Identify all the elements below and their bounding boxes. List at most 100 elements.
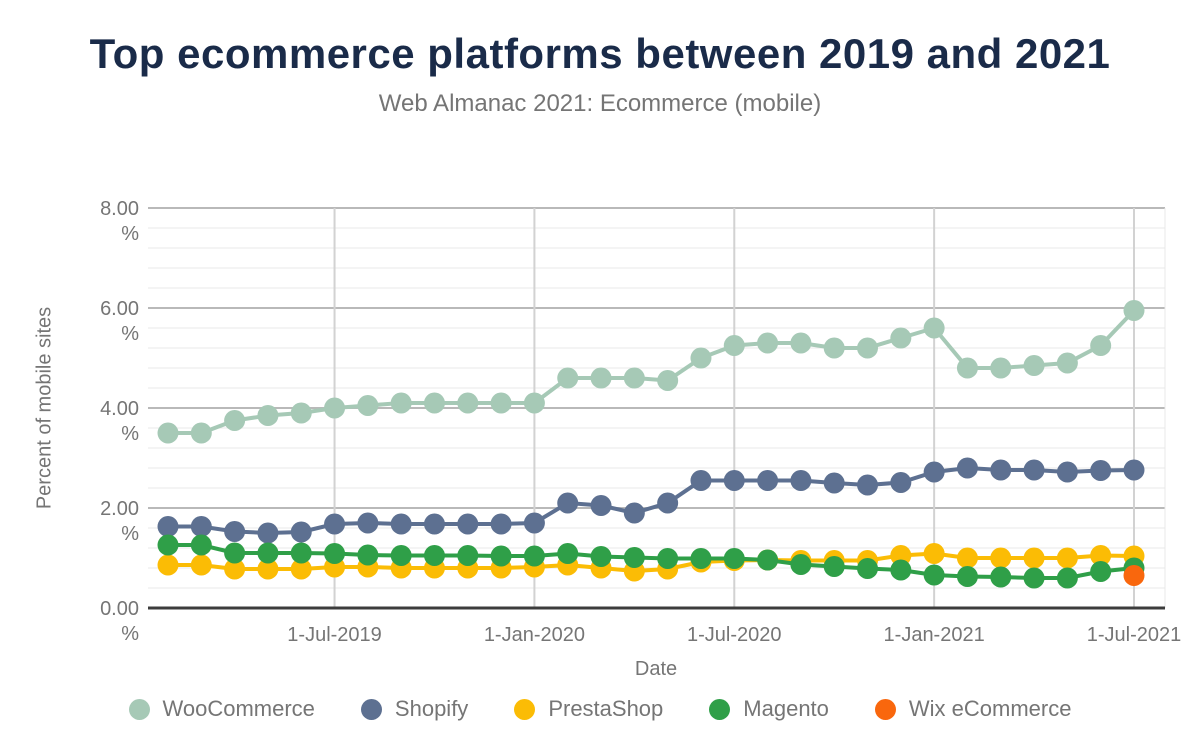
data-point-shopify[interactable] (723, 470, 745, 491)
data-point-shopify[interactable] (423, 513, 445, 535)
data-point-magento[interactable] (1090, 561, 1112, 582)
data-point-magento[interactable] (956, 566, 978, 587)
data-point-woocommerce[interactable] (723, 335, 745, 356)
data-point-shopify[interactable] (523, 512, 545, 534)
data-point-prestashop[interactable] (290, 558, 312, 580)
data-point-prestashop[interactable] (890, 545, 912, 566)
data-point-magento[interactable] (857, 558, 879, 579)
data-point-magento[interactable] (224, 542, 246, 564)
data-point-woocommerce[interactable] (823, 337, 845, 359)
data-point-shopify[interactable] (224, 521, 246, 542)
data-point-woocommerce[interactable] (224, 410, 246, 431)
data-point-woocommerce[interactable] (324, 397, 346, 419)
data-point-woocommerce[interactable] (956, 357, 978, 379)
data-point-prestashop[interactable] (257, 558, 279, 580)
data-point-woocommerce[interactable] (357, 395, 379, 416)
data-point-shopify[interactable] (790, 470, 812, 491)
data-point-woocommerce[interactable] (523, 392, 545, 414)
data-point-woocommerce[interactable] (1123, 300, 1145, 321)
data-point-shopify[interactable] (1123, 459, 1145, 481)
data-point-woocommerce[interactable] (1090, 335, 1112, 356)
data-point-woocommerce[interactable] (457, 392, 479, 414)
data-point-shopify[interactable] (457, 513, 479, 535)
data-point-shopify[interactable] (257, 522, 279, 544)
data-point-magento[interactable] (290, 542, 312, 564)
data-point-woocommerce[interactable] (690, 347, 712, 369)
data-point-prestashop[interactable] (190, 554, 212, 576)
data-point-shopify[interactable] (557, 492, 579, 514)
series-line-shopify[interactable] (168, 465, 1135, 536)
data-point-shopify[interactable] (490, 513, 512, 535)
data-point-magento[interactable] (557, 543, 579, 564)
data-point-shopify[interactable] (890, 472, 912, 493)
data-point-woocommerce[interactable] (757, 332, 779, 354)
data-point-shopify[interactable] (290, 521, 312, 543)
data-point-prestashop[interactable] (1090, 545, 1112, 566)
series-line-magento[interactable] (168, 543, 1135, 580)
data-point-woocommerce[interactable] (857, 337, 879, 359)
data-point-prestashop[interactable] (1023, 547, 1045, 569)
data-point-woocommerce[interactable] (190, 422, 212, 444)
data-point-shopify[interactable] (190, 516, 212, 537)
data-point-shopify[interactable] (657, 492, 679, 514)
data-point-magento[interactable] (357, 544, 379, 566)
data-point-woocommerce[interactable] (623, 367, 645, 389)
data-point-magento[interactable] (190, 534, 212, 556)
data-point-shopify[interactable] (623, 502, 645, 524)
data-point-woocommerce[interactable] (657, 370, 679, 391)
data-point-shopify[interactable] (823, 472, 845, 494)
data-point-prestashop[interactable] (224, 558, 246, 580)
data-point-shopify[interactable] (390, 513, 412, 535)
data-point-prestashop[interactable] (956, 547, 978, 569)
data-point-magento[interactable] (757, 549, 779, 571)
data-point-magento[interactable] (723, 548, 745, 569)
data-point-magento[interactable] (623, 547, 645, 568)
data-point-woocommerce[interactable] (557, 367, 579, 389)
series-line-woocommerce[interactable] (168, 309, 1136, 435)
data-point-prestashop[interactable] (923, 543, 945, 564)
data-point-shopify[interactable] (990, 459, 1012, 481)
data-point-woocommerce[interactable] (890, 327, 912, 349)
data-point-magento[interactable] (324, 543, 346, 564)
data-point-shopify[interactable] (1023, 459, 1045, 481)
data-point-magento[interactable] (390, 545, 412, 566)
data-point-wix-ecommerce[interactable] (1123, 565, 1145, 586)
data-point-woocommerce[interactable] (990, 357, 1012, 379)
data-point-magento[interactable] (790, 554, 812, 575)
data-point-woocommerce[interactable] (290, 402, 312, 424)
data-point-woocommerce[interactable] (157, 422, 179, 444)
data-point-shopify[interactable] (590, 495, 612, 516)
data-point-magento[interactable] (523, 545, 545, 567)
data-point-magento[interactable] (890, 559, 912, 581)
data-point-magento[interactable] (923, 564, 945, 586)
data-point-magento[interactable] (990, 566, 1012, 588)
data-point-magento[interactable] (1023, 567, 1045, 589)
data-point-shopify[interactable] (157, 516, 179, 537)
data-point-shopify[interactable] (690, 470, 712, 491)
data-point-magento[interactable] (257, 542, 279, 564)
data-point-shopify[interactable] (357, 512, 379, 534)
data-point-magento[interactable] (657, 548, 679, 569)
data-point-shopify[interactable] (324, 513, 346, 535)
data-point-shopify[interactable] (857, 474, 879, 496)
data-point-shopify[interactable] (757, 470, 779, 491)
data-point-shopify[interactable] (923, 461, 945, 483)
data-point-magento[interactable] (457, 545, 479, 566)
data-point-woocommerce[interactable] (590, 367, 612, 389)
data-point-magento[interactable] (823, 556, 845, 577)
data-point-woocommerce[interactable] (490, 392, 512, 414)
data-point-shopify[interactable] (956, 457, 978, 479)
data-point-magento[interactable] (490, 545, 512, 567)
data-point-prestashop[interactable] (990, 547, 1012, 569)
data-point-magento[interactable] (690, 548, 712, 569)
data-point-woocommerce[interactable] (923, 317, 945, 339)
data-point-woocommerce[interactable] (1023, 355, 1045, 376)
data-point-magento[interactable] (1056, 567, 1078, 589)
data-point-woocommerce[interactable] (423, 392, 445, 414)
data-point-woocommerce[interactable] (1056, 352, 1078, 374)
data-point-woocommerce[interactable] (390, 392, 412, 414)
data-point-magento[interactable] (423, 545, 445, 566)
data-point-prestashop[interactable] (1056, 547, 1078, 569)
data-point-woocommerce[interactable] (790, 332, 812, 354)
